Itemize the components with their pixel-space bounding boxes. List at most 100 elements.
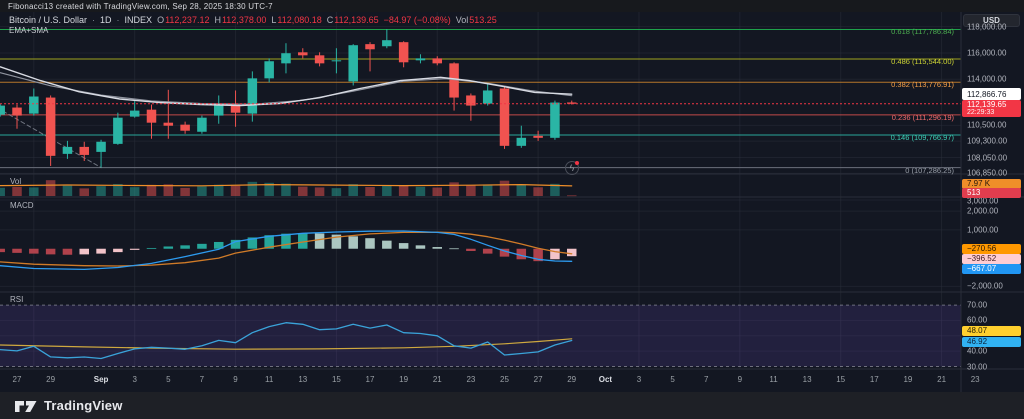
time-axis-tick: Sep xyxy=(93,375,109,384)
volume-bar xyxy=(62,185,73,196)
volume-ma-line xyxy=(0,184,573,187)
macd-histogram-bar xyxy=(382,240,392,249)
volume-bar xyxy=(348,184,358,196)
ohlc-close: C112,139.65 xyxy=(326,15,379,25)
ma-indicator-label[interactable]: EMA+SMA xyxy=(9,26,49,35)
candle-body xyxy=(298,52,308,56)
macd-histogram-bar xyxy=(129,248,140,250)
volume-bar xyxy=(398,186,409,196)
candle-body xyxy=(197,117,207,132)
symbol-legend[interactable]: Bitcoin / U.S. Dollar · 1D · INDEX O112,… xyxy=(9,15,497,25)
candle-body xyxy=(365,44,375,50)
macd-histogram-bar xyxy=(499,248,510,257)
rsi-axis-tick: 60.00 xyxy=(967,315,988,325)
volume-bar xyxy=(180,187,190,196)
candle-body xyxy=(432,58,443,64)
rsi-axis-tick: 70.00 xyxy=(967,300,988,310)
fib-level-label: 0.382 (113,776.91) xyxy=(891,80,954,90)
candle-body xyxy=(550,102,560,138)
candle-body xyxy=(482,90,493,104)
volume-bar xyxy=(264,182,274,196)
volume-bar xyxy=(197,186,207,196)
time-axis-tick: 21 xyxy=(432,375,442,384)
candle-body xyxy=(314,55,325,64)
timeframe-label[interactable]: 1D xyxy=(100,15,112,25)
rsi-axis-tick: 30.00 xyxy=(967,362,988,371)
volume-bar xyxy=(163,184,174,196)
time-axis-tick: 19 xyxy=(903,375,913,384)
macd-histogram-bar xyxy=(516,248,527,260)
time-axis-tick: 9 xyxy=(233,375,238,384)
volume-bar xyxy=(213,184,224,196)
chart-plot-canvas[interactable] xyxy=(0,12,1024,392)
macd-histogram-bar xyxy=(331,234,342,249)
macd-histogram-bar xyxy=(197,243,207,249)
rsi-pane-label[interactable]: RSI xyxy=(10,295,24,304)
bar-countdown: 22:29:33 xyxy=(967,108,995,116)
macd-axis-tick: 1,000.00 xyxy=(967,225,999,235)
candle-body xyxy=(96,141,106,152)
macd-histogram-bar xyxy=(281,233,291,249)
time-axis-tick: 11 xyxy=(769,375,778,384)
rsi-line xyxy=(0,322,573,360)
fib-level-label: 0.618 (117,786.84) xyxy=(891,27,954,37)
time-axis-tick: 11 xyxy=(265,375,274,384)
time-axis-tick: 25 xyxy=(500,375,509,384)
candle-body xyxy=(79,146,89,155)
time-axis-tick: 15 xyxy=(836,375,846,384)
volume-pane-label[interactable]: Vol xyxy=(10,177,22,186)
fib-level-label: 0.486 (115,544.00) xyxy=(891,57,954,66)
macd-line xyxy=(0,230,573,271)
volume-bar xyxy=(230,185,241,196)
volume-bar xyxy=(533,187,543,196)
macd-pane-label[interactable]: MACD xyxy=(10,201,34,210)
chart-area[interactable]: Bitcoin / U.S. Dollar · 1D · INDEX O112,… xyxy=(0,12,1024,392)
volume-series xyxy=(0,180,577,197)
macd-value-badge: −667.07 xyxy=(962,264,1021,274)
fib-level-label: 0.146 (109,766.97) xyxy=(890,133,954,142)
volume-bar xyxy=(482,184,493,196)
last-price-badge: 112,139.65 22:29:33 xyxy=(962,100,1021,117)
macd-histogram-bar xyxy=(398,243,409,249)
exchange-label[interactable]: INDEX xyxy=(124,15,153,25)
time-axis-tick: 3 xyxy=(636,375,642,384)
volume-bar xyxy=(29,187,39,196)
candle-body xyxy=(281,53,291,64)
instant-trading-icon[interactable]: ϟ xyxy=(565,161,579,175)
volume-bar xyxy=(566,195,577,197)
legend-separator: · xyxy=(92,15,96,25)
price-axis-tick: 106,850.00 xyxy=(967,168,1008,178)
volume-bar xyxy=(129,187,140,196)
volume-bar xyxy=(365,187,375,196)
candle-body xyxy=(247,78,258,114)
macd-histogram-bar xyxy=(230,239,241,249)
macd-histogram-bar xyxy=(45,248,56,255)
change-value: −84.97 (−0.08%) xyxy=(383,15,451,25)
time-axis-tick: 29 xyxy=(46,375,56,384)
volume-bar xyxy=(415,186,426,196)
macd-histogram-bar xyxy=(550,248,560,260)
fib-level-label: 0.236 (111,296.19) xyxy=(891,112,954,122)
candle-body xyxy=(113,117,123,144)
volume-bar xyxy=(314,187,325,196)
macd-histogram-bar xyxy=(466,248,476,251)
volume-bar xyxy=(96,186,106,196)
candle-body xyxy=(264,61,274,79)
macd-histogram-bar xyxy=(146,247,157,249)
candle-body xyxy=(415,58,426,61)
candle-body xyxy=(45,97,56,156)
macd-histogram-bar xyxy=(449,248,459,250)
macd-histogram-bar xyxy=(29,248,39,254)
volume-bar xyxy=(432,187,443,196)
macd-histogram-bar xyxy=(180,245,190,249)
volume-bar xyxy=(79,188,89,196)
time-axis-tick: 13 xyxy=(802,375,812,384)
candle-body xyxy=(466,95,476,106)
tradingview-brand-text[interactable]: TradingView xyxy=(44,398,123,413)
volume-bar xyxy=(247,181,258,196)
symbol-name[interactable]: Bitcoin / U.S. Dollar xyxy=(9,15,88,25)
macd-histogram-bar xyxy=(62,248,73,255)
tradingview-logo-icon[interactable] xyxy=(14,397,38,415)
currency-button[interactable]: USD xyxy=(963,14,1020,27)
